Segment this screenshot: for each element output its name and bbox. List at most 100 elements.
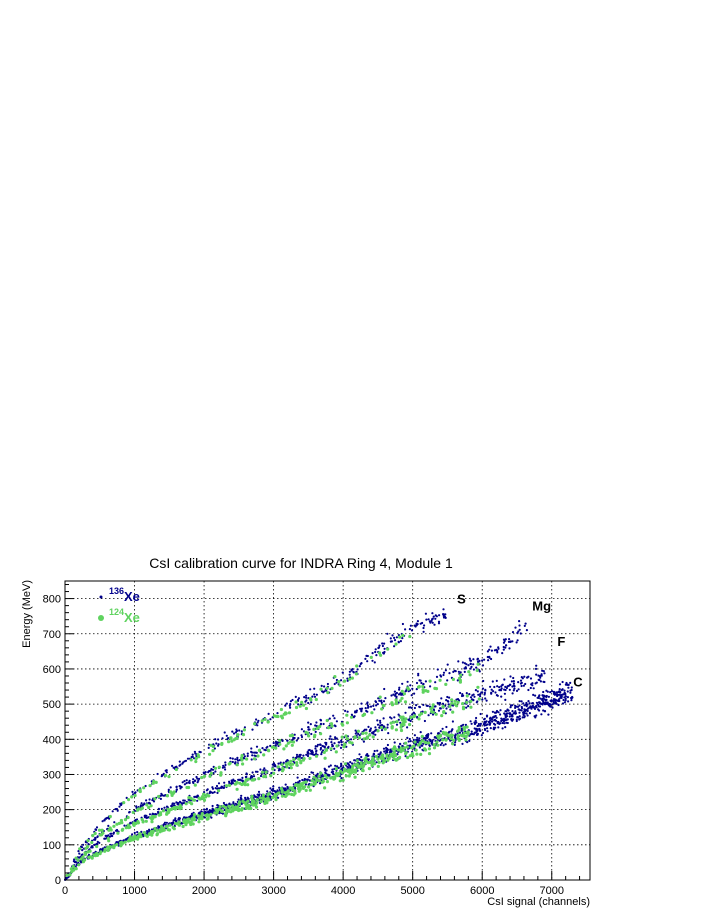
data-point	[512, 676, 515, 680]
data-point	[393, 690, 396, 693]
data-point	[371, 756, 375, 760]
data-point	[208, 811, 211, 814]
data-point	[562, 693, 565, 696]
data-point	[172, 802, 175, 805]
data-point	[424, 748, 428, 752]
legend-entry-136xe: 136 Xe	[99, 586, 140, 604]
data-point	[284, 783, 287, 786]
data-point	[534, 667, 538, 671]
data-point	[431, 618, 434, 621]
data-point	[386, 723, 389, 726]
data-point	[256, 754, 260, 758]
data-point	[207, 814, 211, 818]
data-point	[386, 632, 389, 635]
data-point	[379, 719, 382, 723]
data-point	[393, 636, 396, 640]
data-point	[390, 640, 393, 643]
data-point	[394, 701, 398, 706]
data-point	[344, 774, 348, 778]
data-point	[543, 710, 547, 713]
data-point	[167, 808, 171, 813]
data-point	[418, 741, 422, 746]
data-point	[521, 716, 524, 719]
data-point	[232, 801, 235, 804]
data-point	[365, 654, 368, 658]
data-point	[245, 772, 248, 775]
data-point	[172, 819, 175, 822]
data-point	[469, 662, 472, 666]
data-point	[494, 719, 498, 722]
data-point	[319, 723, 322, 726]
data-point	[352, 716, 355, 719]
data-point	[531, 704, 535, 707]
data-point	[219, 771, 223, 775]
data-point	[104, 837, 107, 840]
data-point	[445, 707, 448, 710]
data-point	[302, 754, 305, 757]
data-point	[550, 699, 553, 702]
data-point	[188, 779, 191, 783]
data-point	[451, 720, 454, 723]
data-point	[308, 756, 312, 760]
data-point	[504, 710, 507, 713]
data-point	[303, 785, 307, 789]
data-point	[475, 721, 478, 724]
data-point	[466, 732, 470, 736]
data-point	[459, 671, 462, 674]
data-point	[523, 716, 526, 719]
data-point	[415, 622, 418, 625]
data-point	[238, 729, 241, 732]
data-point	[285, 702, 288, 705]
data-point	[320, 753, 323, 756]
data-point	[133, 819, 136, 823]
data-point	[178, 800, 182, 804]
data-point	[379, 653, 383, 657]
data-point	[133, 835, 138, 839]
data-point	[497, 647, 500, 650]
data-point	[263, 767, 266, 770]
data-point	[286, 741, 290, 745]
data-point	[106, 845, 110, 849]
data-point	[294, 705, 299, 710]
data-point	[482, 679, 485, 683]
data-point	[340, 735, 344, 739]
data-point	[544, 701, 547, 704]
data-point	[394, 758, 398, 762]
data-point	[495, 679, 498, 683]
data-point	[76, 858, 80, 863]
data-point	[493, 715, 496, 718]
data-point	[446, 695, 449, 699]
data-point	[505, 686, 508, 690]
data-point	[412, 744, 416, 748]
data-point	[159, 797, 162, 801]
data-point	[109, 832, 112, 835]
data-point	[557, 703, 560, 707]
data-point	[417, 685, 421, 689]
data-point	[419, 712, 424, 716]
data-point	[365, 754, 368, 757]
data-point	[286, 759, 289, 762]
data-point	[68, 873, 72, 877]
data-point	[330, 741, 333, 744]
data-point	[420, 681, 423, 685]
data-point	[421, 690, 425, 694]
data-point	[450, 701, 454, 705]
data-point	[202, 792, 206, 796]
data-point	[99, 850, 103, 854]
data-point	[370, 711, 374, 715]
data-point	[145, 799, 148, 802]
data-point	[523, 704, 526, 707]
data-point	[71, 864, 75, 869]
data-point	[315, 749, 318, 752]
data-point	[508, 647, 511, 650]
data-point	[175, 765, 178, 768]
data-point	[182, 820, 186, 824]
data-point	[221, 766, 224, 769]
data-point	[403, 700, 408, 704]
data-point	[274, 798, 278, 802]
data-point	[148, 784, 152, 788]
data-point	[504, 698, 507, 702]
data-point	[543, 695, 547, 698]
data-point	[498, 686, 501, 689]
data-point	[520, 700, 523, 703]
